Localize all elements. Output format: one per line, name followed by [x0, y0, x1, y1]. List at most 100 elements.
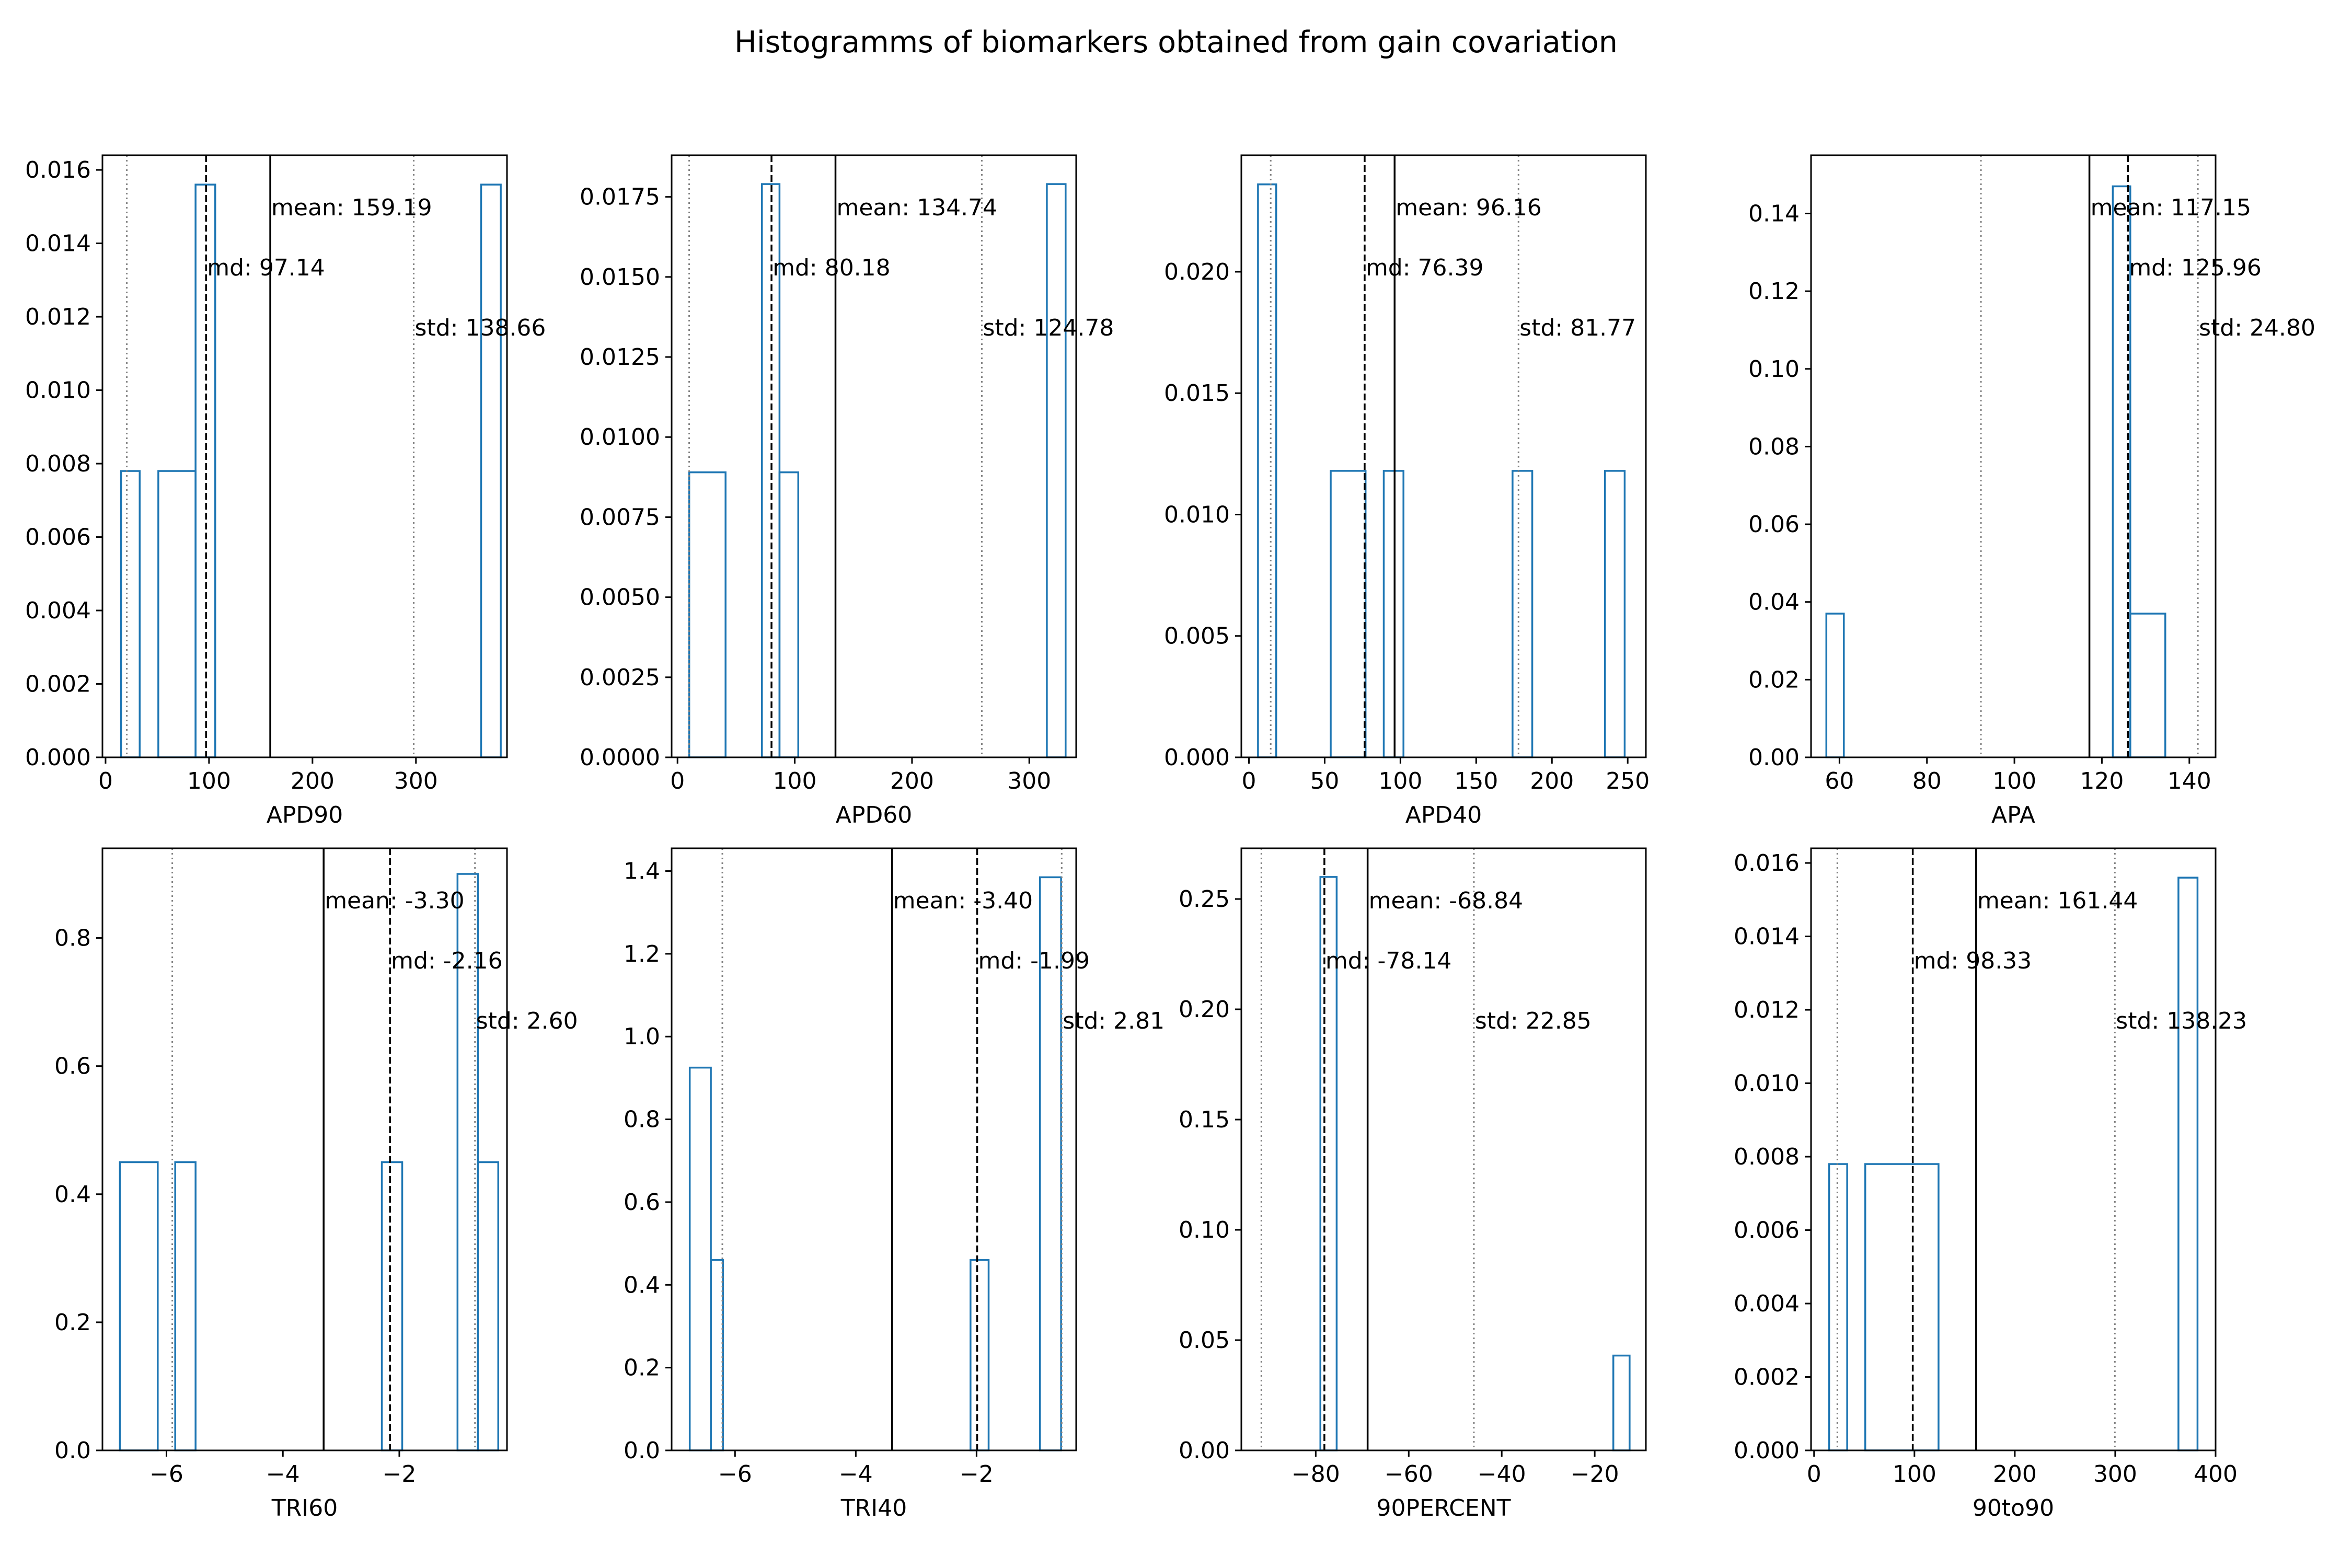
y-tick-label: 1.0: [624, 1023, 660, 1050]
y-tick-label: 0.008: [1734, 1144, 1800, 1170]
histogram-panel: 0 50 100 150 200 250 0.000 0.005 0.010 0.015 0.020…: [1164, 154, 1650, 828]
histogram-bar: [1330, 470, 1367, 758]
y-tick-label: 0.006: [1734, 1217, 1800, 1244]
x-axis-label: APD90: [267, 802, 343, 828]
x-tick-label: −20: [1571, 1461, 1619, 1488]
y-tick-label: 0.00: [1748, 744, 1800, 771]
median-annotation: md: 98.33: [1914, 948, 2032, 974]
x-tick-label: 0: [98, 768, 113, 794]
x-tick-label: 200: [1530, 768, 1574, 794]
y-tick-label: 0.12: [1748, 278, 1800, 305]
x-tick-label: −2: [960, 1461, 994, 1488]
y-tick-label: 0.14: [1748, 200, 1800, 227]
y-tick-label: 1.4: [624, 858, 660, 885]
histogram-grid: 0 100 200 3000.0000.0020.0040.0060.0080.010…: [25, 154, 2315, 1521]
histogram-bar: [157, 470, 197, 758]
y-tick-label: 0.012: [25, 304, 91, 330]
x-tick-label: 200: [1993, 1461, 2037, 1488]
y-tick-label: 0.015: [1164, 380, 1230, 407]
x-axis-label: 90to90: [1973, 1495, 2054, 1521]
y-tick-label: 0.014: [25, 230, 91, 257]
histogram-bar: [688, 471, 727, 758]
x-tick-label: −6: [718, 1461, 752, 1488]
histogram-panel: −6 −4 −2 0.0 0.2 0.4 0.6 0.8 TRI60 mean: -3.30 md:…: [54, 847, 578, 1521]
y-tick-label: 0.0000: [580, 744, 660, 771]
median-annotation: md: -2.16: [391, 948, 502, 974]
y-tick-label: 0.016: [25, 157, 91, 183]
histogram-bar: [1612, 1354, 1631, 1451]
histogram-bar: [381, 1161, 403, 1451]
histogram-bar: [1825, 613, 1845, 758]
mean-annotation: mean: -68.84: [1369, 887, 1523, 914]
y-tick-label: 0.000: [1164, 744, 1230, 771]
y-tick-label: 0.2: [54, 1309, 91, 1336]
x-tick-label: 250: [1606, 768, 1650, 794]
histogram-bar: [970, 1259, 990, 1451]
x-tick-label: 300: [1007, 768, 1051, 794]
y-tick-label: 0.0025: [580, 664, 660, 691]
y-tick-label: 0.0125: [580, 344, 660, 371]
axes-frame: [671, 847, 1077, 1451]
mean-annotation: mean: 159.19: [271, 194, 432, 221]
mean-annotation: mean: -3.30: [325, 887, 464, 914]
median-annotation: md: -78.14: [1325, 948, 1451, 974]
y-tick-label: 0.04: [1748, 589, 1800, 616]
x-axis-label: TRI40: [840, 1495, 907, 1521]
histogram-bar: [1864, 1163, 1940, 1451]
x-tick-label: 60: [1825, 768, 1854, 794]
std-annotation: std: 22.85: [1475, 1008, 1592, 1034]
histogram-bar: [1828, 1163, 1848, 1451]
x-tick-label: 300: [394, 768, 438, 794]
x-axis-label: 90PERCENT: [1376, 1495, 1511, 1521]
histogram-panel: 0 100 200 300 0.0000 0.0025 0.0050 0.0075 0.0100…: [580, 154, 1114, 828]
histogram-bar: [477, 1161, 500, 1451]
axes-frame: [1240, 154, 1647, 758]
y-tick-label: 0.4: [54, 1181, 91, 1208]
y-tick-label: 0.012: [1734, 997, 1800, 1023]
histogram-bar: [2177, 877, 2199, 1451]
x-tick-label: −40: [1478, 1461, 1526, 1488]
mean-annotation: mean: 161.44: [1977, 887, 2138, 914]
histogram-bar: [1046, 183, 1067, 758]
x-tick-label: 0: [670, 768, 685, 794]
y-tick-label: 0.010: [1734, 1070, 1800, 1097]
x-tick-label: −2: [383, 1461, 417, 1488]
histogram-bar: [778, 471, 800, 758]
x-tick-label: 50: [1310, 768, 1339, 794]
y-tick-label: 0.25: [1179, 886, 1230, 913]
y-tick-label: 0.000: [25, 744, 91, 771]
histogram-bar: [119, 1161, 159, 1451]
axes-frame: [101, 847, 508, 1451]
y-tick-label: 0.020: [1164, 259, 1230, 285]
x-tick-label: −60: [1385, 1461, 1433, 1488]
x-tick-label: 100: [773, 768, 817, 794]
x-tick-label: 0: [1807, 1461, 1821, 1488]
x-tick-label: 100: [1378, 768, 1422, 794]
mean-annotation: mean: -3.40: [893, 887, 1033, 914]
x-axis-label: APD60: [836, 802, 913, 828]
axes-frame: [1810, 847, 2217, 1451]
median-annotation: md: -1.99: [978, 948, 1090, 974]
y-tick-label: 0.0075: [580, 504, 660, 531]
axes-frame: [671, 154, 1077, 758]
y-tick-label: 0.08: [1748, 433, 1800, 460]
std-annotation: std: 2.81: [1063, 1008, 1165, 1034]
y-tick-label: 0.8: [54, 925, 91, 952]
y-tick-label: 0.010: [1164, 501, 1230, 528]
x-tick-label: 200: [890, 768, 934, 794]
x-axis-label: APD40: [1405, 802, 1482, 828]
median-annotation: md: 80.18: [773, 255, 891, 281]
x-tick-label: −6: [149, 1461, 183, 1488]
y-tick-label: 0.016: [1734, 850, 1800, 877]
x-tick-label: 400: [2194, 1461, 2238, 1488]
histogram-panel: 0 100 200 300 0.000 0.002 0.004 0.006 0.008 0.010…: [25, 154, 546, 828]
std-annotation: std: 2.60: [476, 1008, 578, 1034]
histogram-bar: [1382, 470, 1404, 758]
y-tick-label: 0.014: [1734, 924, 1800, 950]
x-tick-label: −4: [266, 1461, 300, 1488]
histogram-bar: [688, 1066, 712, 1451]
mean-annotation: mean: 96.16: [1396, 194, 1542, 221]
histogram-panel: 0 100 200 300 400 0.000 0.002 0.004 0.006 0.008 0.…: [1734, 847, 2247, 1521]
y-tick-label: 0.10: [1179, 1217, 1230, 1243]
x-tick-label: 120: [2080, 768, 2124, 794]
